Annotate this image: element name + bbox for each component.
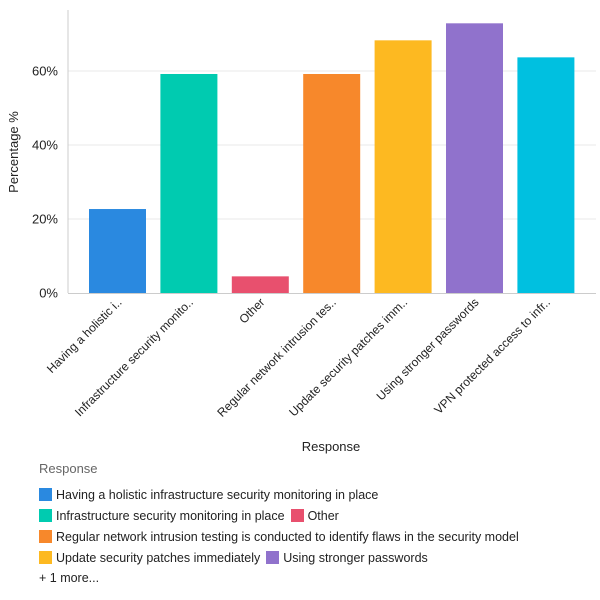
legend-swatch bbox=[39, 530, 52, 543]
legend-label: Using stronger passwords bbox=[283, 550, 428, 565]
bar[interactable] bbox=[446, 23, 503, 293]
legend-row: Having a holistic infrastructure securit… bbox=[39, 484, 525, 505]
legend-label: Infrastructure security monitoring in pl… bbox=[56, 508, 285, 523]
y-tick-label: 0% bbox=[39, 286, 58, 301]
bar[interactable] bbox=[517, 57, 575, 293]
legend-swatch bbox=[266, 551, 280, 564]
bar-chart: 0% 20% 40% 60% Having a holistic i..Infrast… bbox=[6, 10, 596, 454]
legend-item[interactable]: Using stronger passwords bbox=[266, 551, 428, 565]
legend-swatch bbox=[39, 551, 52, 564]
bar[interactable] bbox=[374, 40, 432, 293]
legend-label: Having a holistic infrastructure securit… bbox=[56, 487, 379, 502]
legend-row: Regular network intrusion testing is con… bbox=[39, 526, 525, 547]
legend-row: Update security patches immediately Using… bbox=[39, 547, 525, 568]
legend-swatch bbox=[39, 488, 52, 501]
legend: Response Having a holistic infrastructur… bbox=[39, 461, 525, 589]
y-axis-title: Percentage % bbox=[6, 111, 21, 193]
legend-item[interactable]: Infrastructure security monitoring in pl… bbox=[39, 509, 285, 523]
legend-label: Other bbox=[307, 508, 339, 523]
legend-swatch bbox=[39, 509, 52, 522]
bar[interactable] bbox=[231, 276, 289, 293]
legend-item[interactable]: Other bbox=[290, 508, 339, 523]
x-tick-label: Update security patches imm.. bbox=[286, 295, 410, 419]
legend-label: Update security patches immediately bbox=[56, 550, 261, 565]
y-tick-label: 60% bbox=[32, 64, 58, 79]
legend-item[interactable]: Having a holistic infrastructure securit… bbox=[39, 488, 378, 502]
legend-label: Regular network intrusion testing is con… bbox=[56, 529, 519, 544]
bar[interactable] bbox=[303, 73, 361, 294]
x-tick-label: Regular network intrusion tes.. bbox=[214, 295, 339, 420]
x-axis-title: Response bbox=[302, 439, 361, 454]
y-tick-label: 40% bbox=[32, 138, 58, 153]
legend-swatch bbox=[290, 509, 304, 522]
legend-item[interactable]: Update security patches immediately bbox=[39, 551, 260, 565]
x-tick-label: VPN protected access to infr.. bbox=[431, 295, 553, 417]
legend-row: Infrastructure security monitoring in pl… bbox=[39, 505, 525, 526]
legend-more-link[interactable]: + 1 more... bbox=[39, 571, 100, 585]
x-tick-label: Infrastructure security monito.. bbox=[72, 295, 196, 419]
bar[interactable] bbox=[89, 209, 146, 293]
x-tick-label: Other bbox=[236, 295, 267, 326]
legend-title: Response bbox=[39, 461, 98, 476]
bar[interactable] bbox=[160, 73, 218, 294]
y-tick-label: 20% bbox=[32, 212, 58, 227]
legend-item[interactable]: Regular network intrusion testing is con… bbox=[39, 530, 519, 544]
x-tick-label: Having a holistic i.. bbox=[44, 295, 125, 376]
